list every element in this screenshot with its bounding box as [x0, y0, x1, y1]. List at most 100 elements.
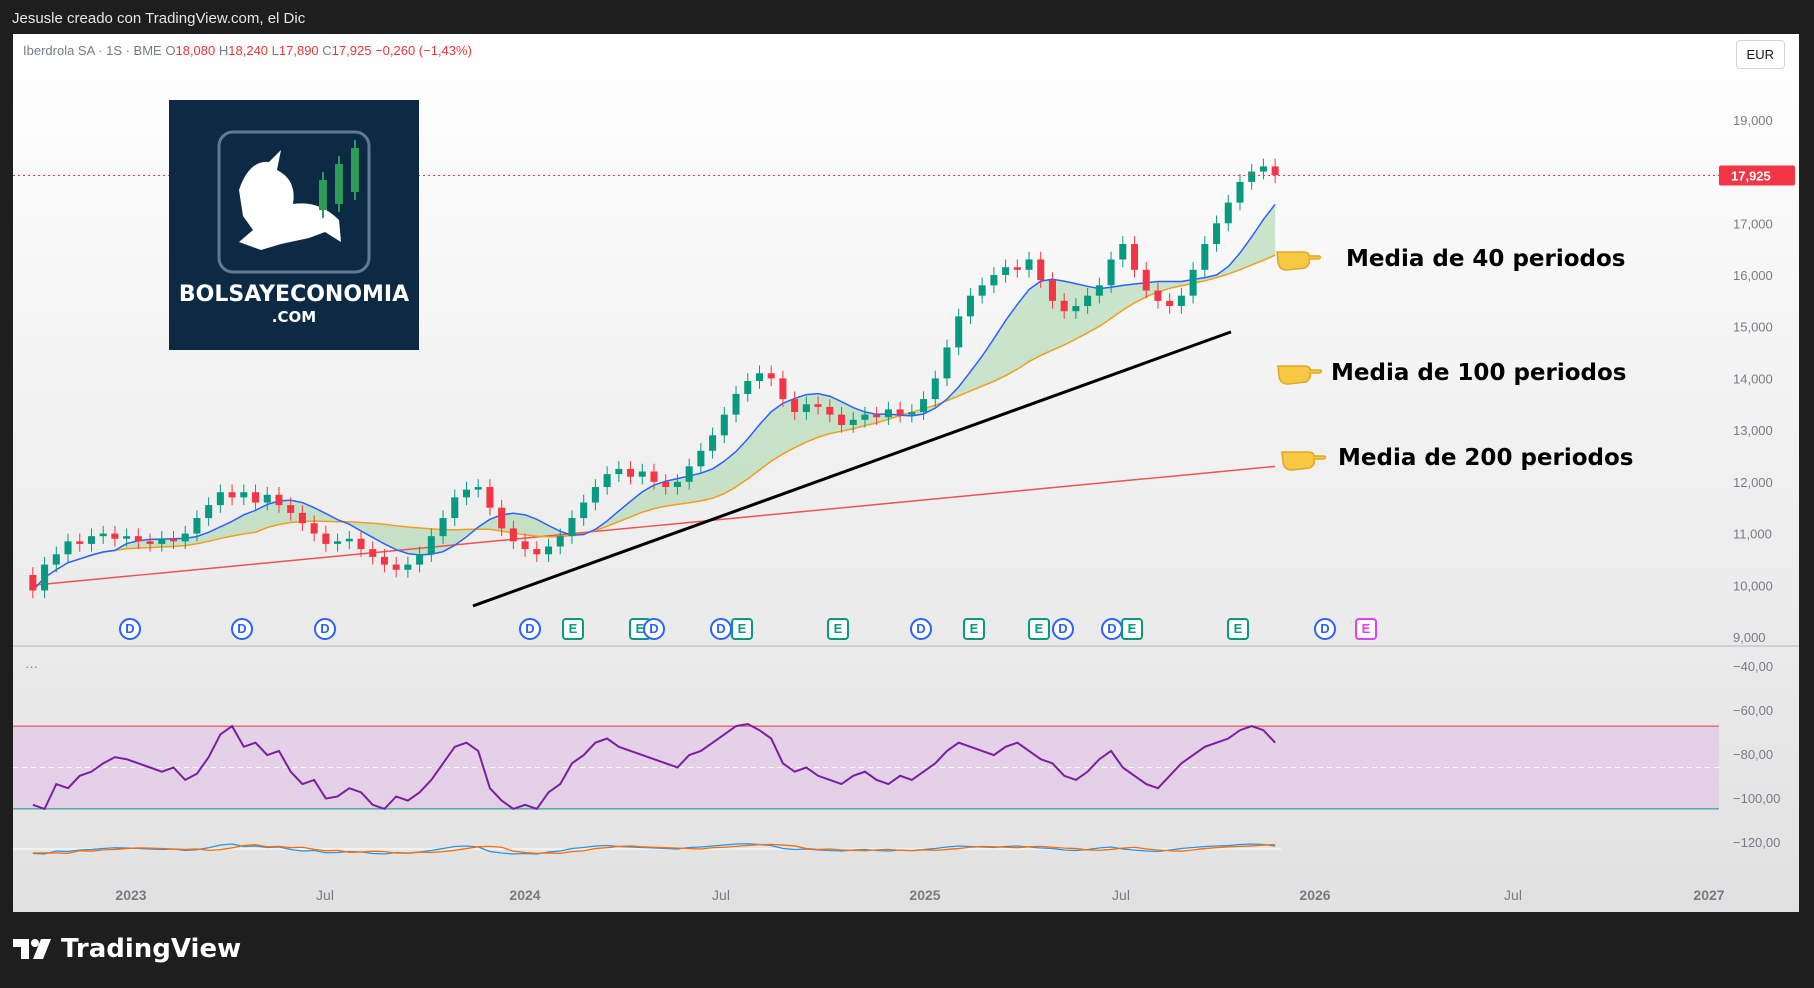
- y-tick-label: 14,000: [1733, 371, 1773, 386]
- candle-body: [52, 554, 60, 565]
- tradingview-logo[interactable]: TradingView: [13, 934, 241, 964]
- candle-body: [416, 554, 424, 565]
- chart-frame[interactable]: 19,00018,00017,00016,00015,00014,00013,0…: [13, 34, 1799, 912]
- earnings-badge[interactable]: E: [827, 618, 849, 640]
- y-tick-label: 15,000: [1733, 320, 1773, 335]
- earnings-badge[interactable]: E: [1028, 618, 1050, 640]
- header-title: Jesusle creado con TradingView.com, el D…: [12, 10, 306, 27]
- candle-body: [1177, 295, 1185, 307]
- candle-body: [545, 546, 553, 555]
- candle-body: [427, 536, 435, 555]
- dividend-badge[interactable]: D: [1101, 618, 1123, 640]
- x-tick-label: 2027: [1693, 887, 1724, 903]
- x-tick-label: 2023: [115, 887, 146, 903]
- legend-open-label: O: [165, 43, 176, 58]
- candle-body: [1013, 267, 1021, 270]
- candle-body: [498, 507, 506, 529]
- candle-body: [580, 502, 588, 519]
- candle-body: [908, 412, 916, 415]
- dividend-badge[interactable]: D: [1052, 618, 1074, 640]
- rsi-tick-label: −40,00: [1733, 659, 1773, 674]
- bolsayeconomia-logo: BOLSAYECONOMIA .COM: [169, 100, 419, 350]
- candle-body: [990, 275, 998, 286]
- candle-body: [99, 533, 107, 537]
- x-tick-label: 2026: [1299, 887, 1330, 903]
- candle-body: [64, 541, 72, 555]
- legend-high: 18,240: [228, 43, 269, 58]
- legend-low: 17,890: [278, 43, 319, 58]
- ma200-line: [32, 465, 1276, 587]
- dividend-badge[interactable]: D: [231, 618, 253, 640]
- dividend-badge[interactable]: D: [643, 618, 665, 640]
- candle-body: [1002, 267, 1010, 275]
- candle-body: [29, 574, 37, 591]
- candle-body: [439, 518, 447, 537]
- candle-body: [486, 487, 494, 508]
- candle-body: [1048, 280, 1056, 301]
- earnings-badge[interactable]: E: [1355, 618, 1377, 640]
- dividend-badge[interactable]: D: [910, 618, 932, 640]
- candle-body: [744, 381, 752, 394]
- candle-body: [111, 533, 119, 539]
- candle-body: [521, 541, 529, 550]
- annotation-ma100: Media de 100 periodos: [1331, 360, 1627, 386]
- candle-body: [1084, 295, 1092, 307]
- candle-body: [509, 528, 517, 542]
- candle-body: [322, 533, 330, 544]
- earnings-badge[interactable]: E: [1121, 618, 1143, 640]
- candle-body: [1201, 243, 1209, 270]
- candle-body: [41, 564, 49, 591]
- indicator-collapsed-dots[interactable]: ···: [25, 659, 38, 674]
- candle-body: [1248, 171, 1256, 182]
- trendline: [472, 330, 1232, 608]
- dividend-badge[interactable]: D: [1314, 618, 1336, 640]
- candle-body: [837, 414, 846, 425]
- candle-body: [392, 564, 400, 570]
- dividend-badge[interactable]: D: [119, 618, 141, 640]
- earnings-badge[interactable]: E: [731, 618, 753, 640]
- earnings-badge[interactable]: E: [1227, 618, 1249, 640]
- x-tick-label: Jul: [316, 887, 334, 903]
- ohlc-legend: Iberdrola SA · 1S · BME O18,080 H18,240 …: [23, 43, 472, 58]
- candle-body: [920, 399, 928, 413]
- candle-body: [673, 481, 681, 488]
- rsi-line: [32, 722, 1276, 811]
- dividend-badge[interactable]: D: [710, 618, 732, 640]
- candle-body: [802, 404, 810, 413]
- candle-body: [826, 406, 834, 415]
- candle-body: [1095, 285, 1103, 296]
- currency-button[interactable]: EUR: [1735, 40, 1785, 69]
- candle-body: [966, 295, 974, 317]
- candle-body: [884, 409, 892, 418]
- candle-body: [1154, 290, 1162, 301]
- legend-close: 17,925: [331, 43, 372, 58]
- y-tick-label: 13,000: [1733, 423, 1773, 438]
- candle-body: [615, 468, 623, 475]
- candle-body: [931, 378, 939, 400]
- candle-body: [169, 538, 178, 542]
- chart-canvas[interactable]: 19,00018,00017,00016,00015,00014,00013,0…: [13, 34, 1799, 912]
- y-tick-label: 11,000: [1733, 527, 1772, 542]
- candle-body: [1119, 243, 1127, 260]
- candle-body: [767, 373, 775, 379]
- candle-body: [451, 497, 459, 519]
- dividend-badge[interactable]: D: [314, 618, 336, 640]
- candle-body: [275, 494, 283, 506]
- y-tick-label: 16,000: [1733, 268, 1773, 283]
- candle-body: [1166, 300, 1174, 307]
- dividend-badge[interactable]: D: [519, 618, 541, 640]
- candle-body: [697, 450, 705, 467]
- candle-body: [181, 533, 189, 542]
- earnings-badge[interactable]: E: [963, 618, 985, 640]
- candle-body: [685, 466, 693, 482]
- candle-body: [216, 492, 224, 506]
- earnings-badge[interactable]: E: [562, 618, 584, 640]
- candle-body: [1271, 166, 1279, 176]
- candle-body: [1025, 259, 1033, 270]
- x-tick-label: Jul: [1504, 887, 1522, 903]
- candle-body: [158, 538, 166, 544]
- price-tag: [1719, 165, 1795, 186]
- candle-body: [662, 481, 670, 488]
- annotation-ma200: Media de 200 periodos: [1338, 445, 1634, 471]
- bull-icon: [217, 130, 371, 274]
